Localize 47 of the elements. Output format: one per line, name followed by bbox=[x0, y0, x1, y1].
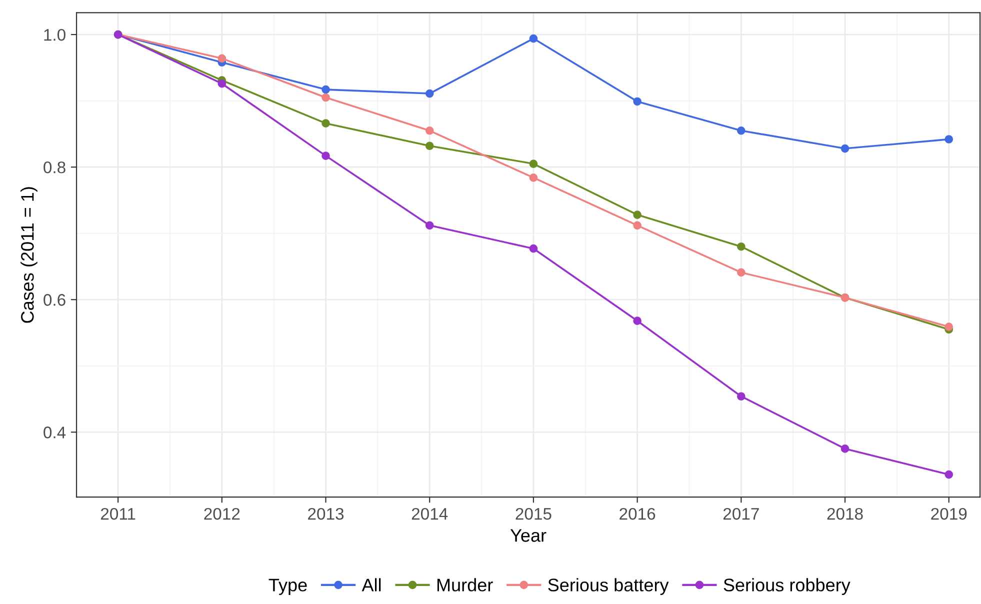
point bbox=[736, 126, 746, 135]
point bbox=[944, 322, 954, 331]
x-axis-title: Year bbox=[510, 529, 546, 542]
point bbox=[529, 244, 538, 253]
y-tick-label: 0.6 bbox=[44, 294, 66, 306]
x-tick-label: 2012 bbox=[204, 508, 240, 520]
point bbox=[218, 79, 226, 88]
point bbox=[529, 34, 538, 43]
point bbox=[322, 152, 330, 160]
point bbox=[633, 97, 642, 106]
point bbox=[425, 221, 434, 230]
point bbox=[529, 174, 538, 182]
legend-label: All bbox=[362, 578, 381, 592]
point bbox=[633, 316, 642, 325]
point bbox=[322, 119, 330, 128]
point bbox=[633, 221, 642, 230]
legend-label: Serious battery bbox=[548, 578, 669, 595]
x-tick-label: 2015 bbox=[516, 508, 552, 520]
point bbox=[840, 444, 850, 453]
point bbox=[633, 210, 642, 219]
point bbox=[425, 142, 434, 150]
legend-title: Type bbox=[268, 578, 307, 595]
point bbox=[425, 89, 434, 98]
point bbox=[840, 144, 850, 153]
x-tick-label: 2019 bbox=[931, 508, 967, 520]
point bbox=[529, 160, 538, 168]
point bbox=[944, 470, 954, 479]
x-tick-label: 2018 bbox=[827, 508, 863, 520]
y-tick-label: 0.4 bbox=[44, 426, 66, 438]
y-axis-title: Cases (2011 = 1) bbox=[20, 187, 38, 323]
point bbox=[425, 126, 434, 135]
x-tick-label: 2016 bbox=[620, 508, 656, 520]
x-tick-label: 2011 bbox=[100, 508, 136, 520]
legend-label: Serious robbery bbox=[724, 578, 850, 595]
y-tick-label: 1.0 bbox=[44, 28, 66, 41]
legend-label: Murder bbox=[437, 578, 493, 592]
point bbox=[736, 268, 746, 277]
point bbox=[736, 242, 746, 251]
point bbox=[322, 93, 330, 102]
x-tick-label: 2013 bbox=[308, 508, 344, 520]
point bbox=[322, 85, 330, 94]
x-tick-label: 2014 bbox=[412, 508, 448, 520]
point bbox=[218, 54, 226, 63]
y-tick-label: 0.8 bbox=[44, 161, 66, 174]
x-tick-label: 2017 bbox=[723, 508, 759, 520]
point bbox=[736, 392, 746, 401]
point bbox=[944, 135, 954, 144]
